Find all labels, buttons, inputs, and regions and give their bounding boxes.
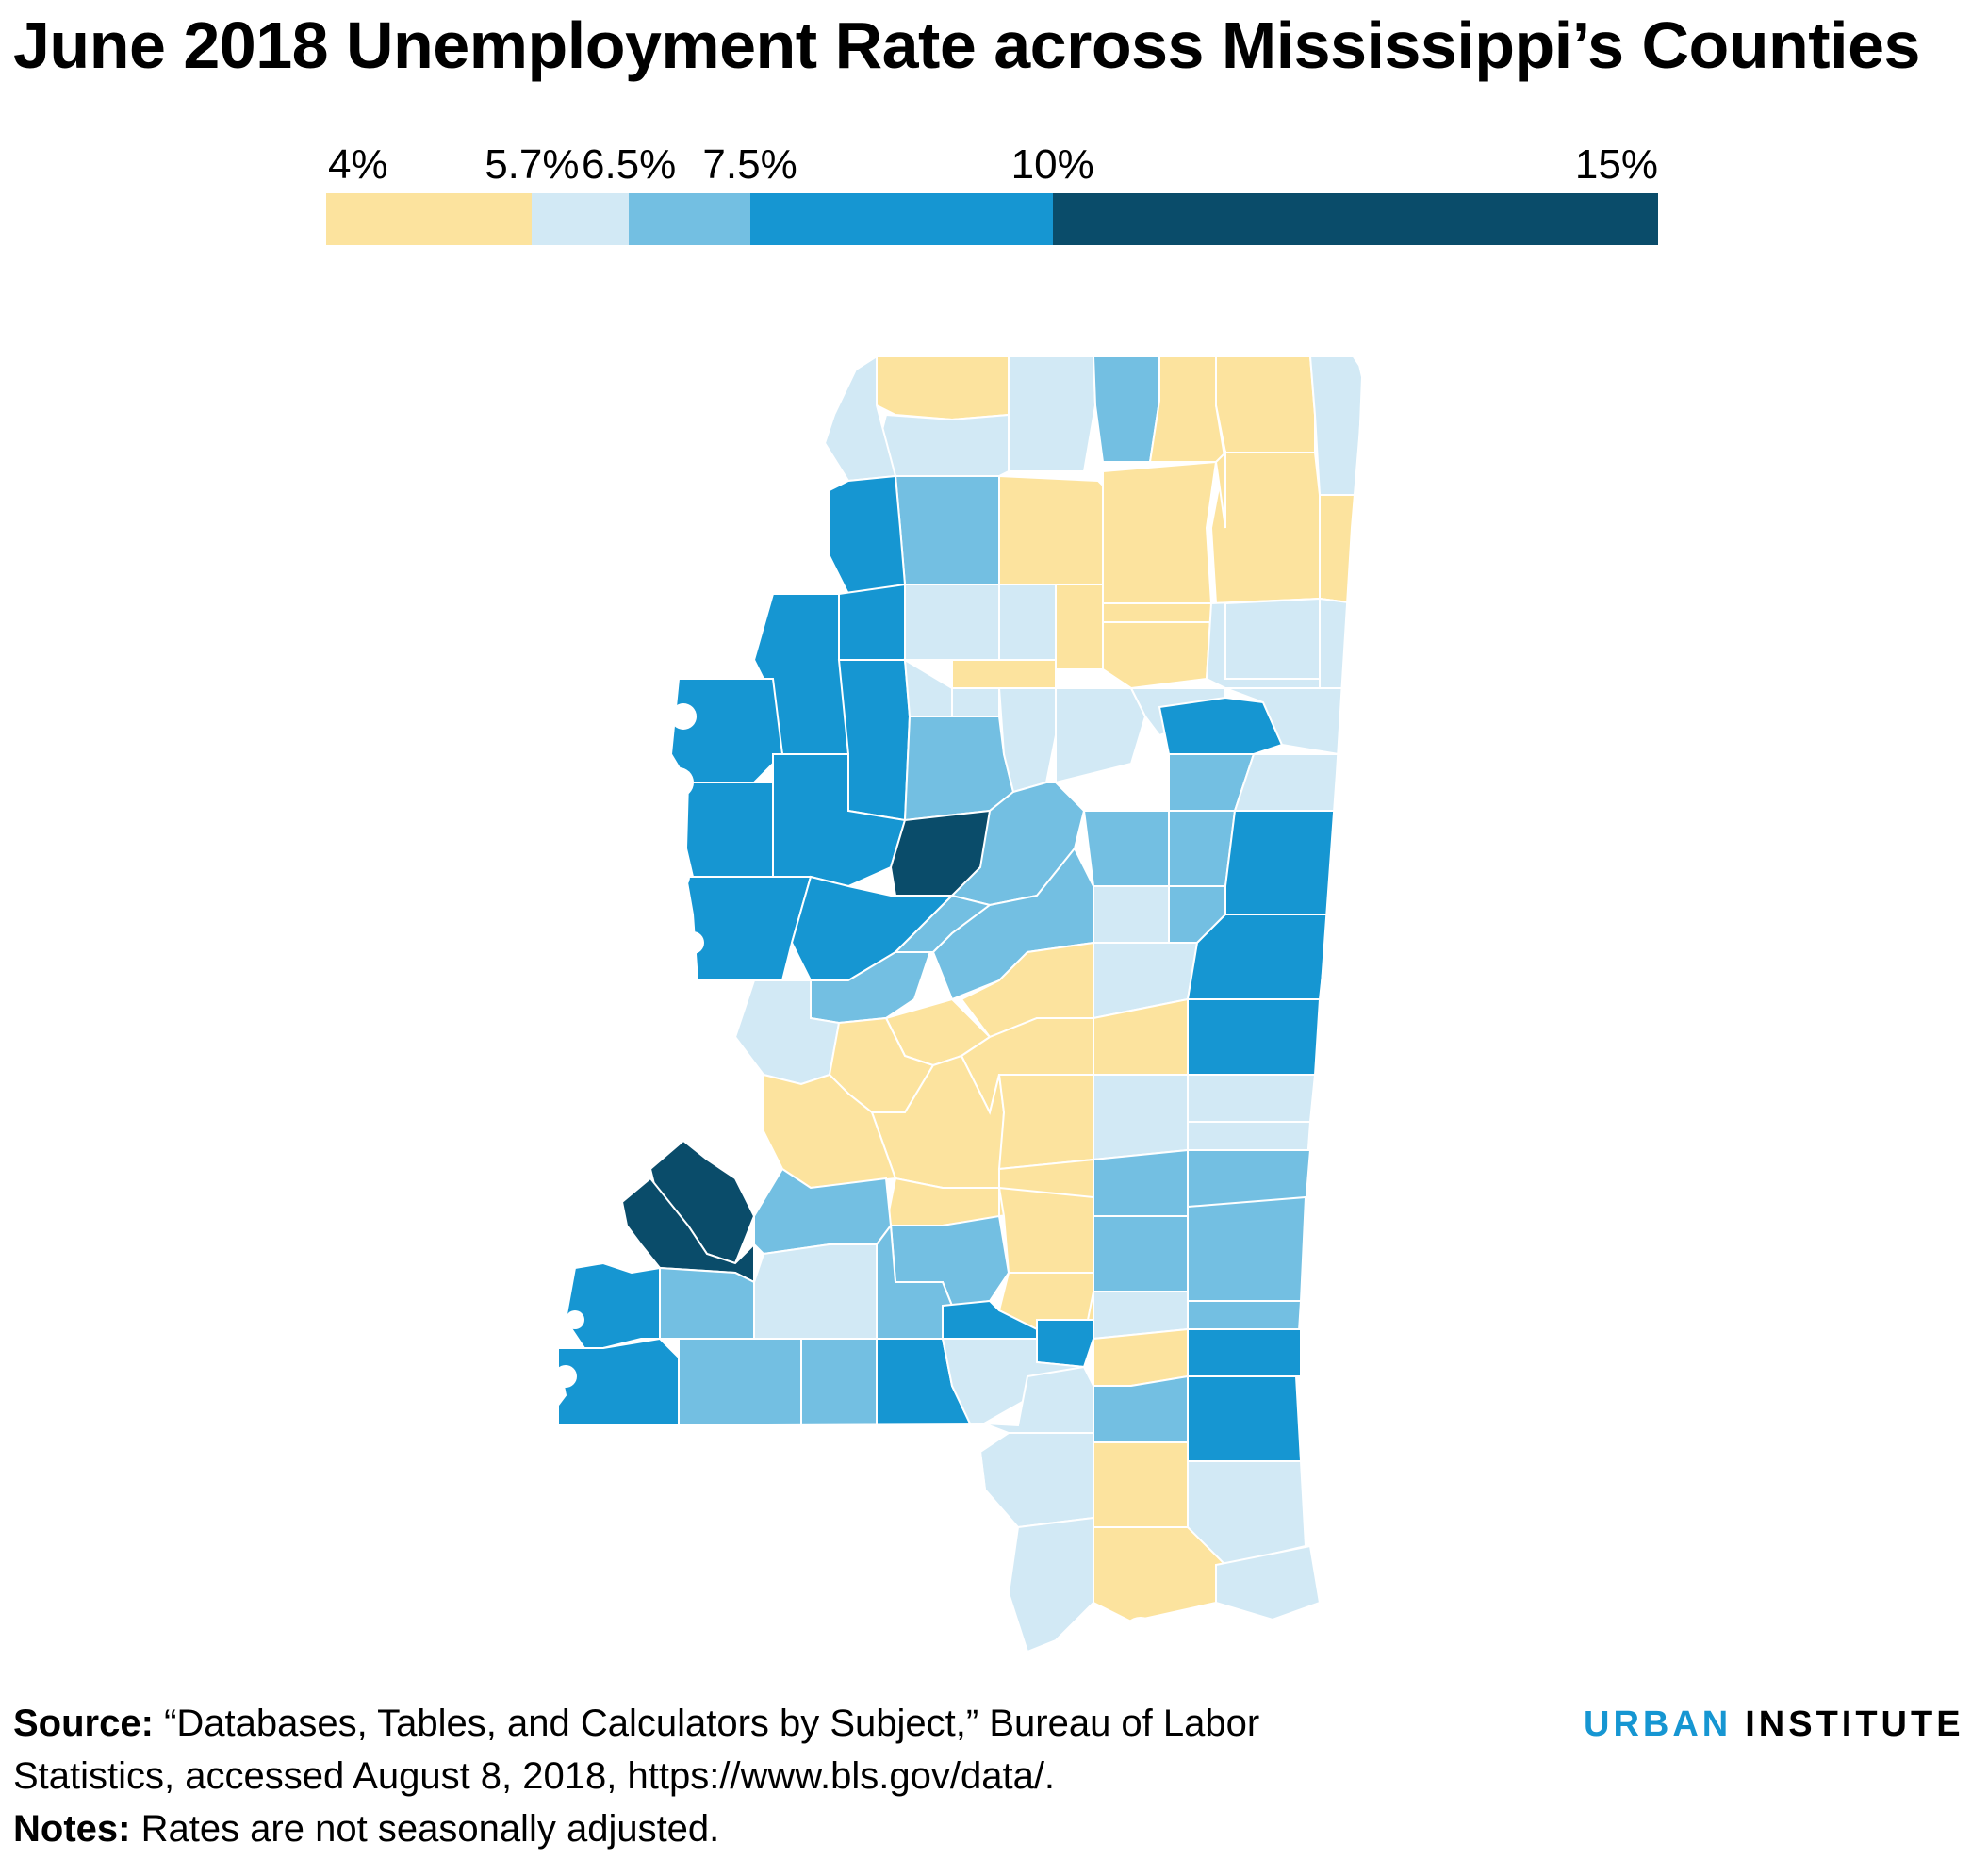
county [1158,696,1284,755]
county [1082,810,1170,887]
county [1008,355,1097,472]
legend-tick-label: 15% [1574,141,1658,188]
county [1093,1148,1189,1217]
county [1224,597,1321,680]
county [1102,602,1218,623]
legend-swatch [532,193,630,245]
county [1233,753,1339,812]
notes-line: Notes: Rates are not seasonally adjusted… [13,1802,1427,1855]
river-oxbow [566,1310,584,1329]
county [1319,494,1359,605]
county [1187,1375,1303,1462]
legend-tick-label: 7.5% [702,141,797,188]
river-oxbow [664,767,694,798]
county [1319,597,1357,699]
county [684,876,813,981]
county [1093,1374,1189,1443]
county [1093,885,1170,944]
county [894,475,1000,585]
county [1187,998,1322,1076]
county [1092,355,1160,463]
county [1224,687,1350,756]
river-oxbow [670,703,697,730]
county [1187,1074,1317,1123]
legend-swatch [749,193,1053,245]
legend-swatch [629,193,750,245]
county [838,583,906,661]
river-oxbow [713,562,739,588]
county [684,782,774,878]
county [951,687,1000,717]
notes-label: Notes: [13,1808,131,1850]
county [998,584,1057,661]
county [837,659,912,822]
county [1214,450,1226,529]
county [997,1186,1094,1274]
county [1187,1195,1307,1302]
county [1168,810,1237,887]
river-oxbow [664,864,690,890]
river-oxbow [648,436,682,469]
county [998,474,1109,585]
source-label: Source: [13,1703,154,1744]
county [1093,1441,1189,1528]
county [1148,355,1227,463]
legend-swatch [326,193,533,245]
legend-tick-label: 5.7% [485,141,580,188]
color-legend: 4% 5.7% 6.5% 7.5% 10% 15% [0,0,1988,255]
county [763,1073,897,1190]
county [1224,810,1340,915]
river-oxbow [682,931,704,954]
legend-swatch [1052,193,1658,245]
county [876,355,1010,421]
urban-institute-logo: URBAN INSTITUTE [1584,1704,1964,1745]
river-oxbow [687,1012,717,1043]
county [951,659,1057,689]
logo-word-institute: INSTITUTE [1745,1704,1964,1744]
river-oxbow [682,513,713,543]
county [1007,1516,1094,1652]
county [903,658,953,717]
county [678,1338,802,1426]
river-oxbow [665,477,692,503]
county [753,1243,878,1340]
county [1055,584,1104,670]
county [1209,452,1321,605]
legend-tick-label: 6.5% [581,141,677,188]
county [997,1074,1094,1171]
notes-text: Rates are not seasonally adjusted. [140,1808,720,1850]
logo-word-urban: URBAN [1584,1704,1733,1744]
source-line: Source: “Databases, Tables, and Calculat… [13,1697,1427,1802]
county [557,1337,680,1426]
county [620,1177,755,1284]
county [659,1266,755,1340]
county [1102,460,1218,604]
county [1093,1215,1189,1292]
county [1093,1327,1189,1387]
county [800,1338,878,1426]
county [904,584,1000,661]
county [1187,1328,1302,1377]
county [829,474,907,596]
source-text: “Databases, Tables, and Calculators by S… [13,1703,1260,1797]
county [564,1261,661,1349]
river-oxbow [703,1095,730,1121]
river-oxbow [663,809,685,831]
county [1215,1544,1322,1621]
legend-tick-label: 4% [328,141,388,188]
legend-tick-label: 10% [1010,141,1094,188]
source-notes: Source: “Databases, Tables, and Calculat… [13,1697,1427,1855]
county [1055,687,1147,784]
county [1093,1074,1189,1161]
county [1036,1319,1094,1369]
county [1215,355,1316,453]
county [669,678,784,783]
chart-title: June 2018 Unemployment Rate across Missi… [13,8,1920,82]
county [978,1432,1094,1529]
county [875,413,1010,477]
